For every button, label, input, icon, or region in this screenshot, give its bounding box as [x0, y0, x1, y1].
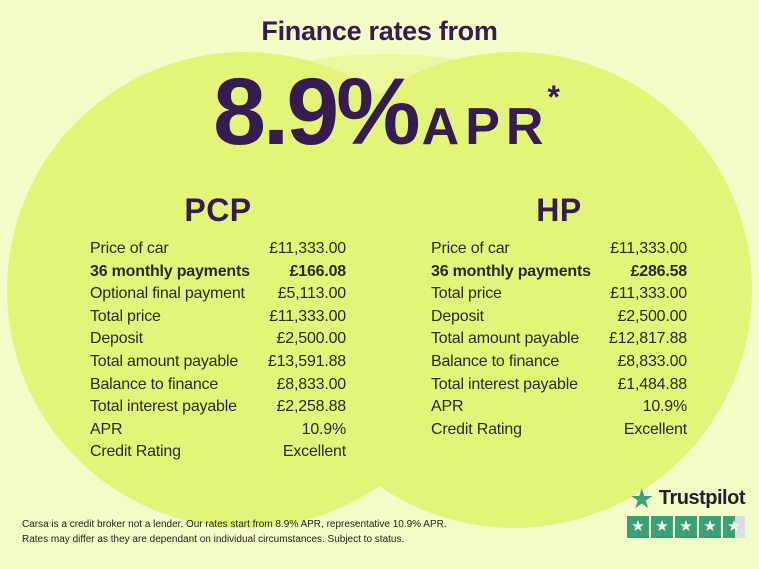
table-row: 36 monthly payments £286.58 — [431, 261, 687, 284]
table-row: Optional final payment £5,113.00 — [90, 283, 346, 306]
row-value: £11,333.00 — [269, 307, 346, 325]
row-label: Credit Rating — [431, 420, 522, 438]
finance-table-hp: HP Price of car £11,333.00 36 monthly payme… — [431, 192, 687, 441]
trustpilot-rating-star: ★ — [699, 516, 721, 538]
row-label: 36 monthly payments — [90, 262, 250, 280]
row-label: Total interest payable — [431, 375, 578, 393]
table-row: Credit Rating Excellent — [431, 419, 687, 442]
trustpilot-rating-star: ★ — [675, 516, 697, 538]
row-label: Deposit — [431, 307, 484, 325]
row-label: Price of car — [431, 240, 510, 257]
row-label: Credit Rating — [90, 443, 181, 461]
table-row: Price of car £11,333.00 — [431, 238, 687, 261]
table-row: Total amount payable £13,591.88 — [90, 351, 346, 374]
row-value: £5,113.00 — [277, 285, 346, 303]
row-value: Excellent — [282, 443, 346, 461]
trustpilot-rating-star: ★ — [723, 516, 745, 538]
table-row: APR 10.9% — [431, 396, 687, 419]
table-row: Total interest payable £1,484.88 — [431, 374, 687, 397]
row-value: £13,591.88 — [267, 352, 346, 370]
row-value: 10.9% — [642, 398, 688, 416]
table-row: Price of car £11,333.00 — [90, 238, 346, 261]
table-row: Total price £11,333.00 — [90, 306, 346, 329]
disclaimer-line1: Carsa is a credit broker not a lender. O… — [22, 519, 447, 530]
row-value: 10.9% — [301, 420, 347, 438]
row-label: 36 monthly payments — [431, 262, 591, 280]
table-row: Total price £11,333.00 — [431, 283, 687, 306]
disclaimer-line2: Rates may differ as they are dependant o… — [22, 533, 405, 545]
table-row: Deposit £2,500.00 — [431, 306, 687, 329]
table-row: Deposit £2,500.00 — [90, 328, 346, 351]
trustpilot-logo-row: ★ Trustpilot — [627, 483, 746, 514]
table-row: APR 10.9% — [90, 419, 346, 442]
finance-table-pcp: PCP Price of car £11,333.00 36 monthly paym… — [90, 192, 346, 464]
row-label: Balance to finance — [431, 352, 560, 370]
row-value: £11,333.00 — [269, 240, 346, 257]
trustpilot-stars: ★ ★ ★ ★ ★ — [627, 516, 745, 538]
rate-asterisk: * — [547, 79, 560, 115]
row-value: £11,333.00 — [610, 285, 687, 303]
headline: Finance rates from — [261, 16, 498, 46]
row-value: £12,817.88 — [608, 330, 687, 348]
row-label: Optional final payment — [90, 285, 245, 303]
row-label: Total amount payable — [90, 352, 239, 370]
row-value: £11,333.00 — [610, 240, 687, 257]
table-title: PCP — [184, 192, 252, 228]
row-value: £8,833.00 — [276, 375, 347, 393]
rate-value: 8.9% — [213, 59, 421, 165]
row-label: Total interest payable — [90, 398, 237, 416]
trustpilot-rating-star: ★ — [627, 516, 649, 538]
table-row: 36 monthly payments £166.08 — [90, 261, 346, 284]
row-value: £2,500.00 — [276, 330, 347, 348]
trustpilot-rating-star: ★ — [651, 516, 673, 538]
row-label: Price of car — [90, 240, 169, 257]
table-row: Total amount payable £12,817.88 — [431, 328, 687, 351]
row-value: £2,500.00 — [617, 307, 688, 325]
row-label: Total price — [90, 307, 161, 325]
rate-line: 8.9% APR * — [0, 62, 759, 162]
row-value: £8,833.00 — [617, 352, 688, 370]
rate-unit: APR — [421, 98, 550, 156]
row-label: APR — [90, 420, 123, 438]
table-row: Balance to finance £8,833.00 — [431, 351, 687, 374]
table-row: Credit Rating Excellent — [90, 441, 346, 464]
row-label: Total price — [431, 285, 502, 303]
disclaimer: Carsa is a credit broker not a lender. O… — [22, 518, 462, 547]
table-row: Balance to finance £8,833.00 — [90, 374, 346, 397]
table-row: Total interest payable £2,258.88 — [90, 396, 346, 419]
trustpilot-star-icon: ★ — [629, 483, 654, 514]
trustpilot-badge: ★ Trustpilot ★ ★ ★ ★ ★ — [627, 483, 746, 538]
background-blob-right — [276, 52, 752, 528]
row-value: £1,484.88 — [617, 375, 688, 393]
row-label: APR — [431, 398, 464, 416]
table-title: HP — [536, 192, 582, 228]
row-value: Excellent — [623, 420, 687, 438]
row-label: Balance to finance — [90, 375, 219, 393]
row-label: Deposit — [90, 330, 143, 348]
row-value: £166.08 — [289, 262, 347, 280]
trustpilot-wordmark: Trustpilot — [658, 487, 746, 509]
row-value: £286.58 — [630, 262, 688, 280]
row-label: Total amount payable — [431, 330, 580, 348]
row-value: £2,258.88 — [276, 398, 347, 416]
